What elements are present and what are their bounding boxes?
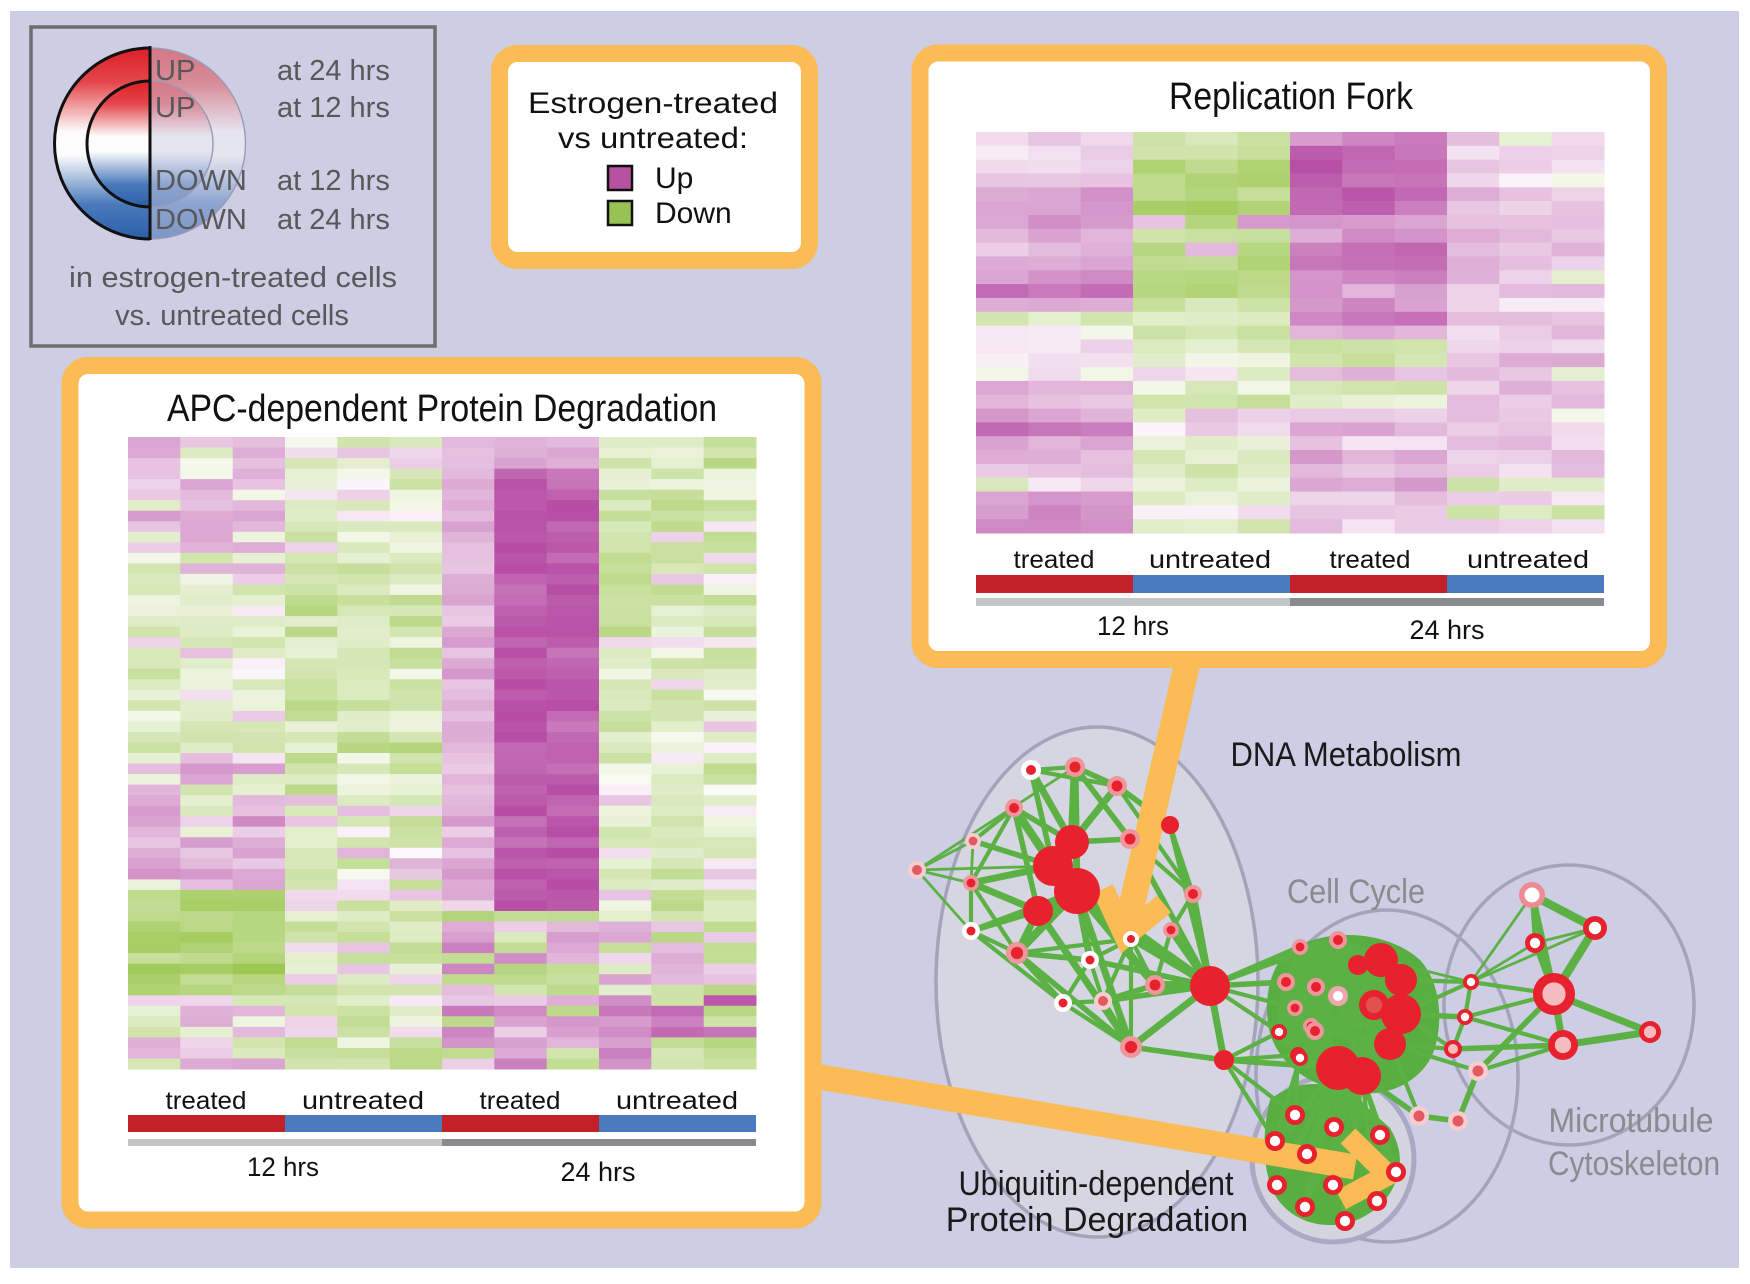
svg-text:DOWN: DOWN [155, 165, 247, 197]
svg-text:DNA Metabolism: DNA Metabolism [1231, 736, 1462, 774]
svg-text:in estrogen-treated cells: in estrogen-treated cells [69, 262, 397, 294]
svg-text:Estrogen-treated: Estrogen-treated [528, 87, 778, 120]
svg-text:treated: treated [166, 1087, 247, 1115]
svg-text:Protein Degradation: Protein Degradation [946, 1201, 1248, 1239]
svg-text:DOWN: DOWN [155, 204, 247, 236]
svg-text:24 hrs: 24 hrs [561, 1157, 636, 1187]
svg-text:12 hrs: 12 hrs [1097, 611, 1169, 641]
svg-text:Ubiquitin-dependent: Ubiquitin-dependent [959, 1165, 1234, 1203]
svg-text:Up: Up [655, 162, 693, 195]
svg-text:treated: treated [1014, 546, 1095, 574]
svg-text:at 12 hrs: at 12 hrs [277, 92, 390, 124]
svg-text:Down: Down [655, 197, 732, 230]
svg-text:Replication Fork: Replication Fork [1169, 76, 1414, 118]
svg-text:at 24 hrs: at 24 hrs [277, 55, 390, 87]
svg-text:UP: UP [155, 55, 195, 87]
svg-text:untreated: untreated [616, 1087, 738, 1115]
svg-text:APC-dependent Protein Degradat: APC-dependent Protein Degradation [167, 388, 717, 430]
svg-text:Microtubule: Microtubule [1549, 1102, 1714, 1140]
svg-text:untreated: untreated [1467, 546, 1589, 574]
svg-text:Cell Cycle: Cell Cycle [1287, 873, 1425, 911]
svg-text:treated: treated [480, 1087, 561, 1115]
svg-text:Cytoskeleton: Cytoskeleton [1548, 1145, 1720, 1183]
svg-text:untreated: untreated [302, 1087, 424, 1115]
svg-text:UP: UP [155, 92, 195, 124]
svg-text:12 hrs: 12 hrs [247, 1152, 319, 1182]
svg-text:treated: treated [1330, 546, 1411, 574]
svg-text:vs. untreated cells: vs. untreated cells [115, 300, 349, 332]
svg-text:vs untreated:: vs untreated: [558, 122, 748, 155]
svg-text:at 12 hrs: at 12 hrs [277, 165, 390, 197]
svg-text:24 hrs: 24 hrs [1410, 615, 1485, 645]
svg-text:untreated: untreated [1149, 546, 1271, 574]
svg-text:at 24 hrs: at 24 hrs [277, 204, 390, 236]
